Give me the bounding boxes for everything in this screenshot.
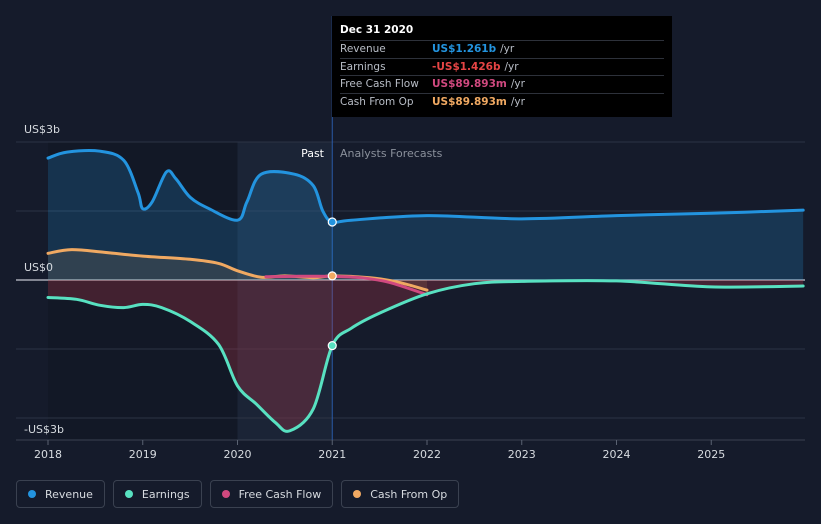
legend-dot-icon: [221, 490, 230, 498]
tooltip-row-value: US$1.261b: [432, 43, 497, 56]
legend-label: Free Cash Flow: [238, 487, 322, 501]
forecast-label: Analysts Forecasts: [340, 147, 443, 160]
x-tick-label: 2019: [129, 448, 157, 461]
legend-item-cash-from-op[interactable]: Cash From Op: [341, 480, 460, 508]
tooltip-row-value: -US$1.426b: [432, 60, 501, 73]
x-tick-label: 2022: [413, 448, 441, 461]
tooltip-row-value: US$89.893m: [432, 95, 507, 108]
y-label-top: US$3b: [24, 123, 60, 136]
tooltip-row: Earnings -US$1.426b/yr: [340, 57, 664, 76]
tooltip-row-label: Earnings: [340, 60, 386, 73]
cfo-marker: [327, 271, 337, 281]
x-tick-label: 2021: [318, 448, 346, 461]
tooltip-row: Revenue US$1.261b/yr: [340, 40, 664, 58]
past-label: Past: [301, 147, 325, 160]
revenue-line: [46, 149, 805, 225]
legend-label: Earnings: [141, 487, 190, 501]
legend-item-earnings[interactable]: Earnings: [112, 480, 202, 508]
tooltip-row-unit: /yr: [500, 43, 515, 56]
y-label-zero: US$0: [24, 261, 53, 274]
legend-dot-icon: [28, 490, 36, 498]
legend-label: Revenue: [45, 487, 93, 501]
legend-dot-icon: [353, 490, 362, 498]
tooltip-row: Cash From Op US$89.893m/yr: [340, 92, 664, 111]
x-tick-label: 2023: [508, 448, 536, 461]
tooltip-row-label: Free Cash Flow: [340, 78, 419, 91]
tooltip-row-unit: /yr: [504, 60, 519, 73]
tooltip-row-label: Cash From Op: [340, 95, 414, 108]
legend-dot-icon: [124, 490, 133, 498]
tooltip-row-value: US$89.893m: [432, 78, 507, 91]
tooltip-row-unit: /yr: [510, 95, 525, 108]
fcf-line: [264, 274, 429, 297]
legend-item-revenue[interactable]: Revenue: [16, 480, 105, 508]
legend-item-free-cash-flow[interactable]: Free Cash Flow: [209, 480, 334, 508]
earnings-marker: [327, 340, 337, 351]
x-tick-label: 2020: [224, 448, 252, 461]
tooltip-row-unit: /yr: [510, 78, 525, 91]
past-band-early: [48, 142, 238, 440]
y-label-bottom: -US$3b: [24, 423, 64, 436]
x-tick-label: 2024: [603, 448, 631, 461]
tooltip-row-label: Revenue: [340, 43, 386, 56]
x-tick-label: 2018: [34, 448, 62, 461]
earnings-area: [48, 280, 804, 432]
legend: Revenue Earnings Free Cash Flow Cash From O…: [16, 480, 460, 508]
tooltip-date: Dec 31 2020: [340, 24, 414, 36]
tooltip: Dec 31 2020 Revenue US$1.261b/yr Earnings -…: [332, 16, 672, 117]
revenue-area: [48, 150, 804, 280]
revenue-marker: [327, 217, 337, 227]
tooltip-row: Free Cash Flow US$89.893m/yr: [340, 75, 664, 93]
earnings-line: [46, 279, 805, 433]
legend-label: Cash From Op: [370, 487, 448, 501]
x-tick-label: 2025: [697, 448, 725, 461]
